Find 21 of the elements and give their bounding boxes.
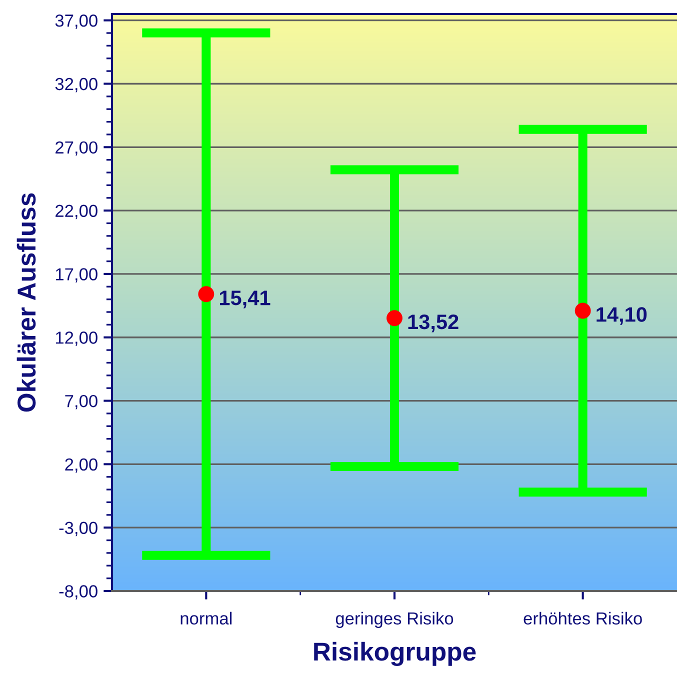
y-tick-label: 7,00: [65, 394, 98, 410]
data-label: 13,52: [408, 314, 458, 332]
x-tick-label: erhöhtes Risiko: [524, 612, 642, 625]
x-tick-label: geringes Risiko: [336, 612, 454, 628]
point: [386, 310, 402, 326]
point: [574, 302, 591, 319]
y-tick-label: -3,00: [59, 522, 98, 536]
y-tick-label: 27,00: [56, 141, 98, 156]
x-tick-label: normal: [180, 612, 232, 625]
y-tick-label: 2,00: [65, 458, 98, 473]
point: [198, 286, 214, 302]
data-label: 14,10: [596, 307, 647, 325]
y-tick-label: 17,00: [56, 268, 98, 282]
y-tick-label: 32,00: [55, 78, 98, 92]
data-label: 15,41: [220, 290, 270, 308]
x-axis-title: Risikogruppe: [314, 642, 476, 666]
y-tick-label: 12,00: [56, 332, 98, 346]
y-tick-label: 22,00: [56, 204, 98, 220]
y-tick-label: -8,00: [59, 585, 98, 600]
y-axis-title: Okulärer Ausfluss: [16, 193, 36, 412]
y-tick-label: 37,00: [55, 14, 98, 29]
